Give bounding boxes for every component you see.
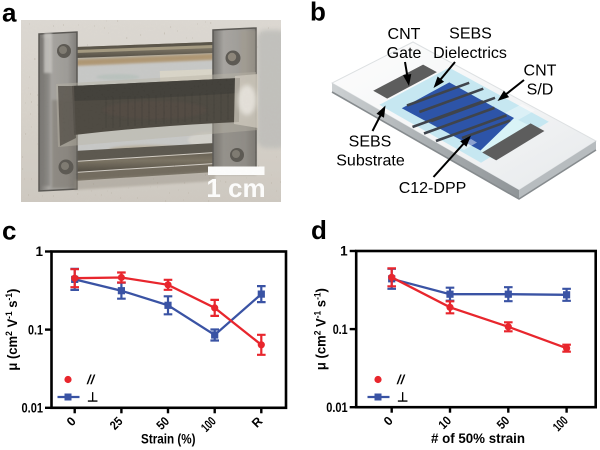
svg-text:C12-DPP: C12-DPP bbox=[399, 180, 467, 197]
svg-text:Strain (%): Strain (%) bbox=[141, 430, 196, 446]
svg-text:SEBS: SEBS bbox=[349, 134, 392, 151]
svg-text:1: 1 bbox=[35, 244, 43, 259]
svg-text:b: b bbox=[310, 0, 326, 27]
svg-text:Dielectrics: Dielectrics bbox=[433, 45, 507, 62]
svg-text://: // bbox=[86, 372, 96, 387]
svg-text:c: c bbox=[2, 216, 16, 246]
svg-text:a: a bbox=[2, 0, 17, 28]
svg-text:R: R bbox=[249, 414, 265, 430]
svg-text:0.1: 0.1 bbox=[333, 322, 348, 337]
svg-text:100: 100 bbox=[198, 414, 219, 435]
svg-text:25: 25 bbox=[107, 414, 125, 432]
svg-text:SEBS: SEBS bbox=[449, 26, 492, 43]
svg-text:⊥: ⊥ bbox=[397, 390, 408, 405]
svg-text:Substrate: Substrate bbox=[336, 153, 405, 170]
svg-text:0.01: 0.01 bbox=[22, 401, 44, 416]
svg-text:Gate: Gate bbox=[387, 45, 422, 62]
svg-text:0: 0 bbox=[64, 414, 79, 429]
svg-text:⊥: ⊥ bbox=[87, 390, 98, 405]
svg-text:0.1: 0.1 bbox=[28, 322, 43, 337]
svg-text://: // bbox=[396, 372, 406, 387]
svg-text:S/D: S/D bbox=[527, 82, 554, 99]
svg-text:d: d bbox=[311, 215, 327, 245]
svg-text:# of 50% strain: # of 50% strain bbox=[431, 430, 525, 446]
svg-text:CNT: CNT bbox=[388, 26, 421, 43]
svg-text:CNT: CNT bbox=[524, 63, 557, 80]
svg-text:0.01: 0.01 bbox=[326, 400, 348, 415]
svg-text:1: 1 bbox=[340, 244, 348, 259]
svg-text:μ (cm2 V-1 s-1): μ (cm2 V-1 s-1) bbox=[313, 288, 329, 370]
svg-text:μ (cm2 V-1 s-1): μ (cm2 V-1 s-1) bbox=[4, 289, 20, 371]
svg-text:100: 100 bbox=[550, 414, 571, 435]
svg-text:0: 0 bbox=[381, 414, 396, 429]
